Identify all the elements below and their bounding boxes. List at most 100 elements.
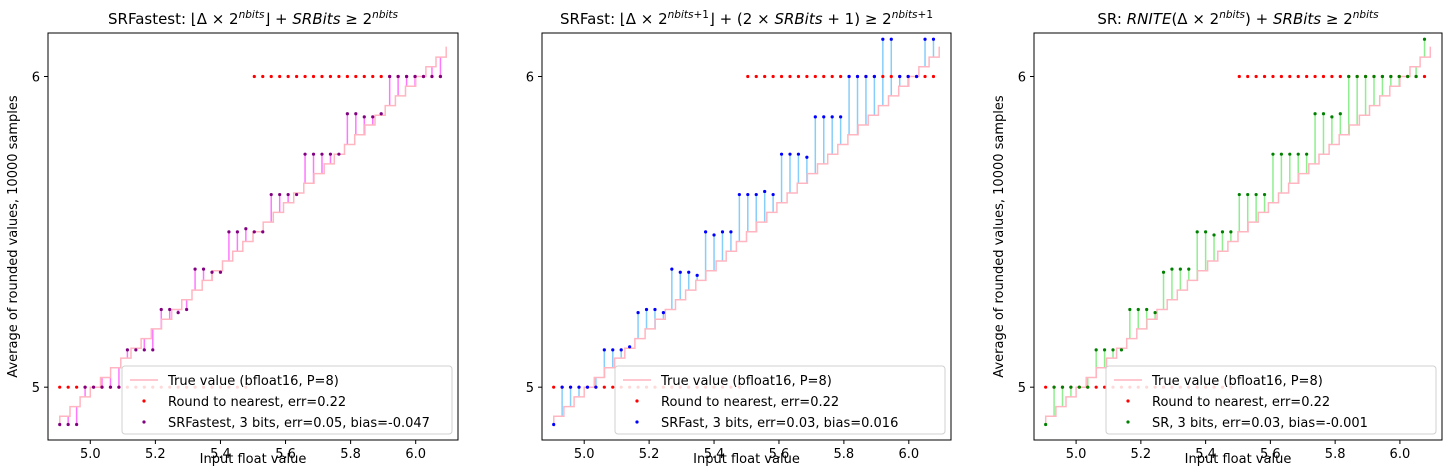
nearest-point [261,74,265,79]
method-point [286,192,290,197]
chart-title: SRFast: ⌊Δ × 2nbits+1⌋ + (2 × SRBits + 1… [560,9,933,28]
nearest-point [354,74,358,79]
method-point [585,385,590,389]
method-point [855,74,860,79]
x-tick-label: 5.4 [210,447,231,462]
method-point [100,385,104,389]
method-point [898,74,902,79]
method-point [1422,37,1427,41]
method-point [872,74,876,79]
chart-panel-2: 5.0 5.2 5.4 5.6 5.8 6.0 5 6 Input float value SRF… [526,9,952,467]
chart-title: SR: RNITE(Δ × 2nbits) + SRBits ≥ 2nbits [1097,9,1379,28]
method-point [594,385,598,389]
method-point [388,74,392,79]
legend-swatch [1126,399,1130,403]
nearest-point [1279,74,1283,79]
nearest-point [75,385,79,389]
method-point [568,385,573,389]
method-point [413,74,417,79]
method-point [889,37,893,41]
method-point [159,307,163,312]
method-point [1212,233,1216,237]
true-value-line [553,46,940,427]
method-point [611,348,615,352]
y-tick-label: 5 [526,381,534,396]
method-point [379,112,383,116]
method-point [227,230,231,234]
nearest-point [371,74,375,79]
method-point [1279,152,1283,156]
nearest-point [345,74,349,79]
method-point [771,192,775,197]
plot-frame [1033,32,1443,441]
method-point [644,307,649,312]
method-point [1170,267,1174,271]
method-point [1363,74,1368,79]
method-point [337,152,341,156]
legend-swatch [635,420,639,424]
nearest-point [1288,74,1292,79]
legend-label: True value (bfloat16, P=8) [1151,374,1323,389]
method-point [1271,152,1275,156]
nearest-point [552,385,556,389]
legend-label: Round to nearest, err=0.22 [168,395,346,410]
nearest-point [320,74,324,79]
chart-panel-3: 5.0 5.2 5.4 5.6 5.8 6.0 5 6 Input float value Ave… [992,9,1443,467]
x-tick-label: 6.0 [405,447,426,462]
nearest-point [1338,74,1342,79]
method-point [1246,192,1250,197]
method-point [779,152,784,156]
method-point [142,348,146,352]
method-point [117,385,121,389]
method-point [906,74,910,79]
method-point [269,192,273,197]
method-point [1178,267,1182,271]
nearest-point [796,74,801,79]
nearest-point [362,74,366,79]
plot-frame [541,32,952,441]
method-point [619,348,623,352]
method-point [320,152,324,156]
method-point [1060,385,1065,389]
nearest-point [931,74,936,79]
method-point [430,74,434,79]
nearest-point [1305,74,1309,79]
method-point [75,422,79,427]
method-point [737,192,741,197]
method-point [729,230,733,234]
x-tick-label: 5.2 [145,447,166,462]
x-tick-label: 5.0 [1066,447,1087,462]
method-point [839,115,843,119]
method-point [1102,348,1107,352]
method-point [278,192,282,197]
x-axis-label: Input float value [200,452,307,467]
method-point [678,270,682,274]
nearest-point [1330,74,1334,79]
method-point [1262,192,1267,197]
method-point [1195,230,1199,234]
y-axis-label: Average of rounded values, 10000 samples [6,95,21,378]
method-point [1254,192,1258,197]
method-point [577,385,581,389]
method-point [805,155,809,159]
nearest-point [286,74,290,79]
method-point [108,385,113,389]
y-tick-label: 6 [32,70,40,85]
method-point [822,115,826,119]
method-point [1288,152,1292,156]
nearest-point [813,74,817,79]
method-point [83,385,87,389]
legend-label: SR, 3 bits, err=0.03, bias=-0.001 [1152,416,1368,431]
nearest-point [1044,385,1048,389]
method-point [1347,74,1351,79]
nearest-point [822,74,826,79]
method-point [252,230,256,234]
nearest-point [66,385,70,389]
legend-box [614,365,946,435]
nearest-point [754,74,758,79]
method-point [636,311,640,315]
x-tick-label: 5.6 [769,447,790,462]
method-point [1229,230,1233,234]
legend-label: SRFast, 3 bits, err=0.03, bias=0.016 [661,416,898,431]
